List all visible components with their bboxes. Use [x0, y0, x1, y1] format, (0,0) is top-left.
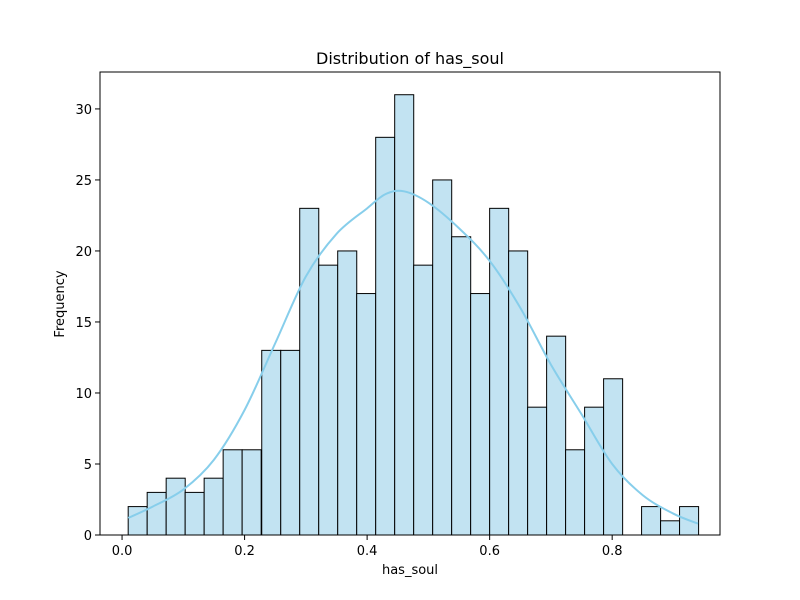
histogram-bar-9 — [299, 207, 320, 536]
x-tick-label: 0.2 — [234, 544, 255, 559]
histogram-bar-12 — [356, 293, 377, 536]
histogram-bar-21 — [527, 406, 548, 536]
y-tick-label: 30 — [75, 103, 92, 118]
y-axis-ticks: 0 5 10 15 20 25 30 — [75, 103, 100, 544]
histogram-bar-28 — [660, 520, 681, 536]
y-tick-label: 0 — [84, 529, 92, 544]
histogram-bar-1 — [146, 491, 167, 536]
y-axis-label: Frequency — [53, 270, 68, 337]
histogram-bar-8 — [280, 349, 301, 536]
y-tick-label: 5 — [84, 458, 92, 473]
y-tick-label: 25 — [75, 174, 92, 189]
histogram-bar-7 — [261, 349, 282, 536]
histogram-bar-18 — [470, 293, 491, 536]
histogram-bar-10 — [318, 264, 339, 536]
histogram-bar-15 — [413, 264, 434, 536]
x-axis-label: has_soul — [382, 563, 438, 578]
y-tick-label: 15 — [75, 316, 92, 331]
histogram-bar-5 — [222, 449, 243, 536]
histogram-bar-16 — [432, 179, 453, 536]
histogram-bar-3 — [184, 491, 205, 536]
histogram-bar-6 — [241, 449, 262, 536]
x-tick-label: 0.8 — [602, 544, 623, 559]
chart-title: Distribution of has_soul — [316, 49, 504, 69]
histogram-bar-22 — [546, 335, 567, 536]
x-tick-label: 0.4 — [357, 544, 378, 559]
x-tick-label: 0.6 — [479, 544, 500, 559]
histogram-bar-17 — [451, 236, 472, 536]
histogram-bar-11 — [337, 250, 358, 536]
bars-group — [127, 94, 700, 536]
y-tick-label: 10 — [75, 387, 92, 402]
histogram-bar-27 — [641, 506, 662, 536]
x-axis-ticks: 0.0 0.2 0.4 0.6 0.8 — [112, 535, 623, 559]
x-tick-label: 0.0 — [112, 544, 133, 559]
y-tick-label: 20 — [75, 245, 92, 260]
histogram-bar-23 — [565, 449, 586, 536]
histogram-bar-19 — [489, 207, 510, 536]
histogram-bar-13 — [375, 136, 396, 536]
histogram-bar-2 — [165, 477, 186, 536]
kde-group — [127, 189, 699, 525]
plot-frame — [99, 71, 721, 536]
kde-line — [127, 189, 699, 525]
histogram-bar-24 — [584, 406, 605, 536]
histogram-bar-4 — [203, 477, 224, 536]
histogram-bar-14 — [394, 94, 415, 536]
